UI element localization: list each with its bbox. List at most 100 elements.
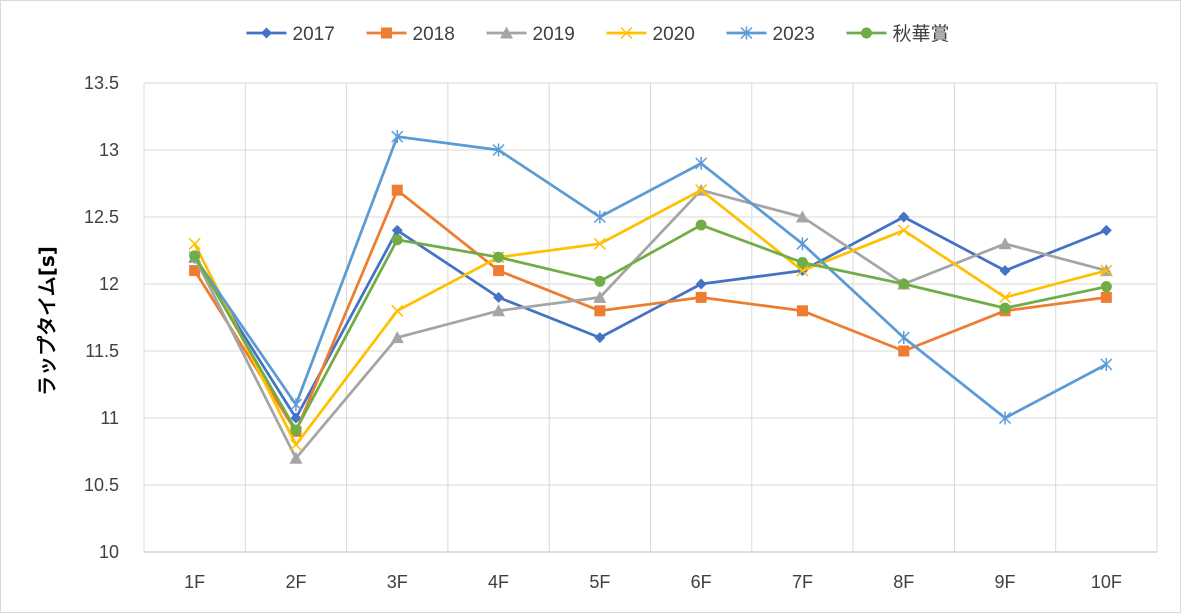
x-tick-label: 5F xyxy=(589,572,610,592)
data-point-marker xyxy=(897,224,910,237)
data-point-marker xyxy=(493,291,505,303)
x-tick-label: 6F xyxy=(691,572,712,592)
data-point-marker xyxy=(695,291,707,303)
legend-entry: 2018 xyxy=(366,24,455,45)
y-tick-label: 11 xyxy=(100,408,119,428)
x-tick-label: 3F xyxy=(387,572,408,592)
series-line xyxy=(193,215,1107,420)
data-point-marker xyxy=(391,184,403,196)
y-axis-title: ラップタイム[s] xyxy=(35,246,59,396)
x-tick-label: 1F xyxy=(184,572,205,592)
data-point-marker xyxy=(898,345,910,357)
data-point-marker xyxy=(189,250,201,262)
series-2 xyxy=(189,184,1112,437)
legend-entry: 2020 xyxy=(606,24,695,45)
y-tick-label: 12.5 xyxy=(84,207,119,227)
data-point-marker xyxy=(695,219,707,231)
legend-entry: 2019 xyxy=(486,24,575,45)
data-point-marker xyxy=(795,210,809,223)
data-point-marker xyxy=(897,331,910,345)
data-point-marker xyxy=(898,278,910,290)
legend-label: 2020 xyxy=(653,24,695,45)
gridlines xyxy=(143,82,1158,553)
legend-entry: 2017 xyxy=(246,24,335,45)
data-point-marker xyxy=(594,332,606,344)
y-tick-label: 12 xyxy=(99,274,119,294)
x-tick-label: 4F xyxy=(488,572,509,592)
series-line xyxy=(193,188,1107,433)
y-tick-label: 10.5 xyxy=(84,475,119,495)
data-point-marker xyxy=(390,331,404,344)
data-point-marker xyxy=(1100,281,1112,293)
data-point-marker xyxy=(391,304,404,317)
data-point-marker xyxy=(492,304,506,317)
data-point-marker xyxy=(1100,291,1112,303)
data-point-marker xyxy=(796,237,809,251)
x-tick-label: 10F xyxy=(1091,572,1122,592)
data-point-marker xyxy=(290,412,302,424)
legend-marker xyxy=(261,27,272,39)
data-point-marker xyxy=(593,210,606,224)
data-point-marker xyxy=(493,265,505,277)
data-point-marker xyxy=(1100,224,1112,236)
data-point-marker xyxy=(593,237,606,250)
data-point-marker xyxy=(695,156,708,170)
legend-marker xyxy=(861,27,872,39)
legend-marker xyxy=(500,26,513,39)
data-point-marker xyxy=(898,211,910,223)
data-point-marker xyxy=(594,305,606,317)
data-point-marker xyxy=(189,265,201,277)
data-point-marker xyxy=(593,290,607,303)
data-point-marker xyxy=(493,251,505,263)
y-tick-label: 13.5 xyxy=(84,73,119,93)
data-point-marker xyxy=(391,130,404,144)
data-point-marker xyxy=(796,257,808,269)
data-point-marker xyxy=(492,143,505,157)
data-point-marker xyxy=(289,451,303,464)
data-point-marker xyxy=(695,278,707,290)
data-point-marker xyxy=(999,265,1011,277)
data-point-marker xyxy=(391,234,403,246)
data-point-marker xyxy=(796,264,809,277)
legend-label: 2019 xyxy=(533,24,575,45)
data-point-marker xyxy=(796,305,808,317)
data-point-marker xyxy=(188,237,201,250)
y-tick-label: 13 xyxy=(99,140,119,160)
data-point-marker xyxy=(290,424,302,436)
legend-label: 2018 xyxy=(413,24,455,45)
legend-entry: 2023 xyxy=(726,24,815,45)
legend: 2017 2018 2019 2020 2023 秋華賞 xyxy=(246,23,950,45)
x-axis: 1F 2F 3F 4F 5F 6F 7F 8F 9F 10F xyxy=(184,572,1122,592)
y-tick-label: 10 xyxy=(99,542,119,562)
series-line xyxy=(193,135,1107,420)
legend-label: 秋華賞 xyxy=(893,23,950,45)
legend-entry: 秋華賞 xyxy=(846,23,950,45)
legend-label: 2017 xyxy=(293,24,335,45)
x-tick-label: 8F xyxy=(893,572,914,592)
legend-marker xyxy=(740,26,753,40)
data-point-marker xyxy=(289,398,302,412)
data-point-marker xyxy=(1100,264,1113,277)
x-tick-label: 2F xyxy=(285,572,306,592)
y-tick-label: 11.5 xyxy=(85,341,119,361)
legend-label: 2023 xyxy=(773,24,815,45)
legend-marker xyxy=(381,27,392,39)
data-point-marker xyxy=(695,184,708,197)
data-point-marker xyxy=(289,438,302,451)
data-point-marker xyxy=(999,302,1011,314)
series-line xyxy=(193,188,1107,447)
legend-marker xyxy=(620,26,633,40)
data-point-marker xyxy=(999,291,1012,304)
x-tick-label: 9F xyxy=(995,572,1016,592)
x-tick-label: 7F xyxy=(792,572,813,592)
data-point-marker xyxy=(1100,357,1113,371)
series-group xyxy=(188,130,1113,464)
y-axis: 10 10.5 11 11.5 12 12.5 13 13.5 xyxy=(84,73,119,562)
series-line xyxy=(193,223,1107,432)
data-point-marker xyxy=(998,237,1012,250)
data-point-marker xyxy=(999,411,1012,425)
data-point-marker xyxy=(391,224,403,236)
data-point-marker xyxy=(594,275,606,287)
